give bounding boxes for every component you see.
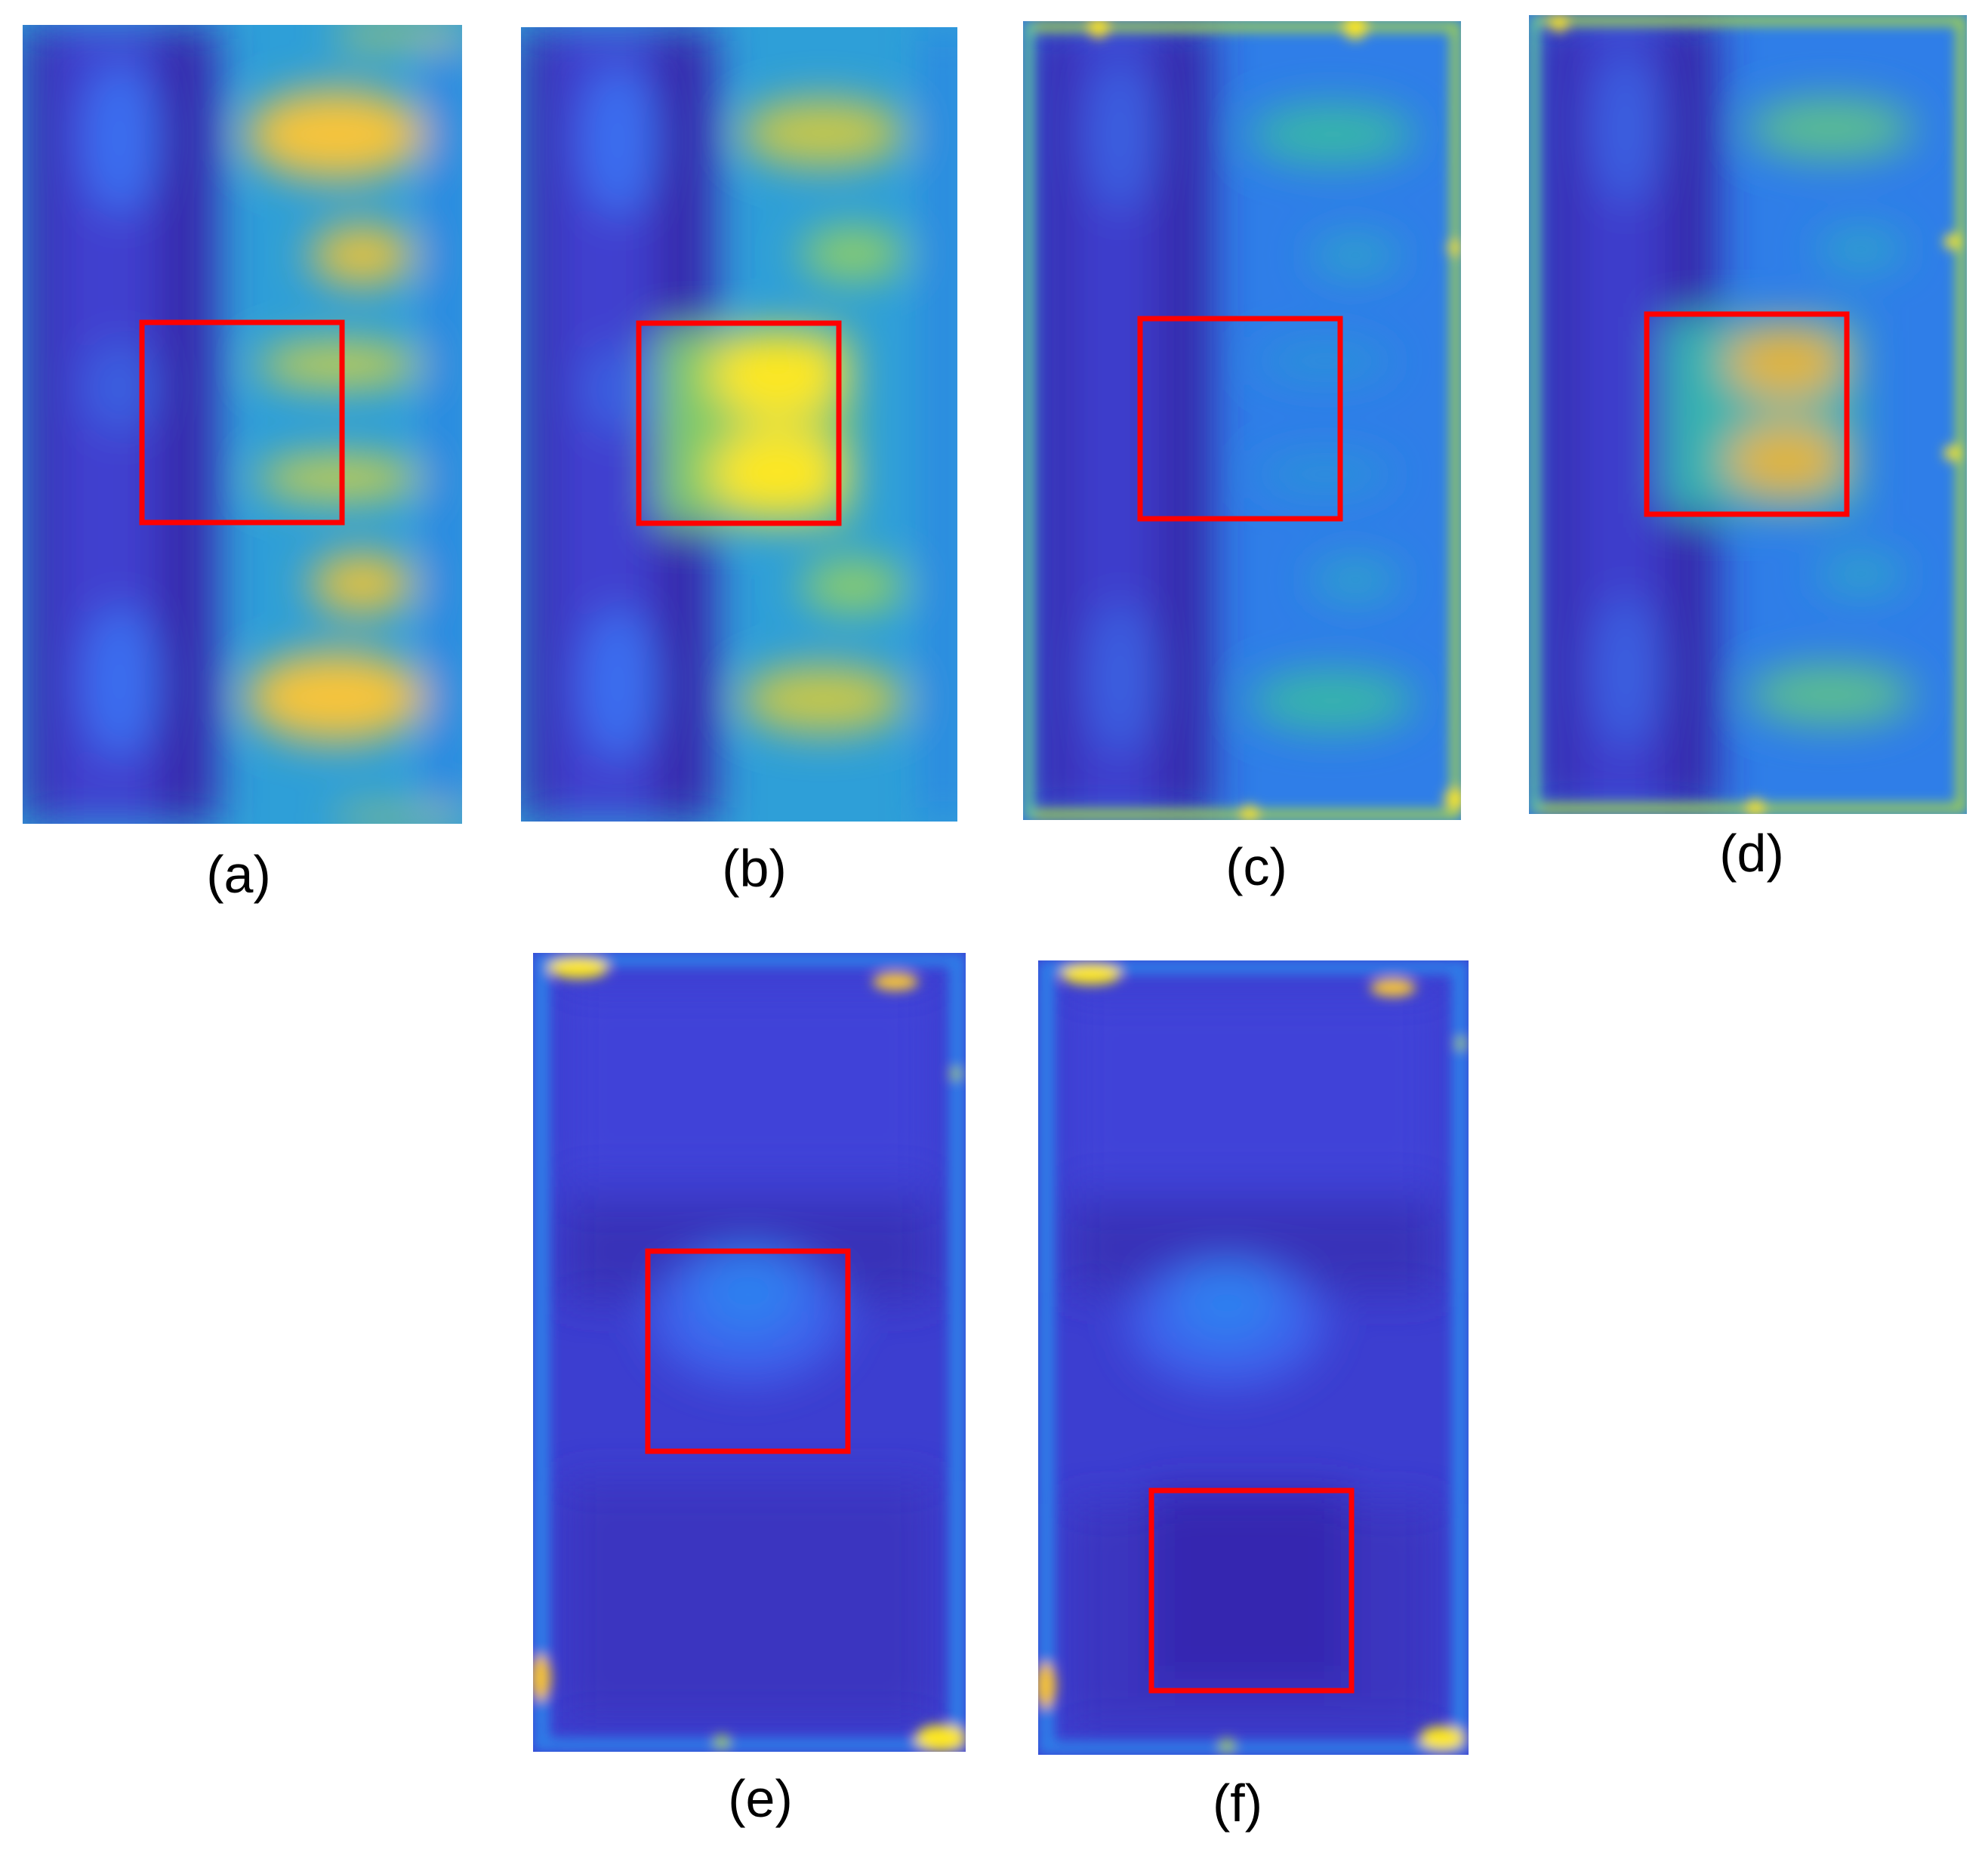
heatmap-e-image bbox=[533, 953, 966, 1752]
panel-label-d: (d) bbox=[1719, 824, 1784, 883]
highlight-box bbox=[1148, 1488, 1355, 1694]
heatmap-panel-e bbox=[533, 953, 966, 1752]
heatmap-panel-b bbox=[521, 27, 957, 822]
highlight-box bbox=[636, 320, 842, 526]
heatmap-c-image bbox=[1023, 21, 1461, 820]
panel-label-e: (e) bbox=[728, 1769, 793, 1828]
heatmap-f-image bbox=[1038, 960, 1469, 1755]
highlight-box bbox=[645, 1248, 851, 1454]
highlight-box bbox=[1137, 316, 1343, 522]
panel-label-a: (a) bbox=[206, 845, 271, 904]
highlight-box bbox=[139, 319, 345, 526]
heatmap-panel-a bbox=[23, 25, 462, 824]
heatmap-panel-c bbox=[1023, 21, 1461, 820]
heatmap-a-image bbox=[23, 25, 462, 824]
panel-label-c: (c) bbox=[1225, 837, 1287, 896]
heatmap-panel-f bbox=[1038, 960, 1469, 1755]
heatmap-b-image bbox=[521, 27, 957, 822]
heatmap-panel-d bbox=[1529, 15, 1967, 814]
panel-label-b: (b) bbox=[722, 839, 787, 898]
highlight-box bbox=[1644, 311, 1850, 517]
heatmap-d-image bbox=[1529, 15, 1967, 814]
panel-label-f: (f) bbox=[1212, 1774, 1263, 1833]
